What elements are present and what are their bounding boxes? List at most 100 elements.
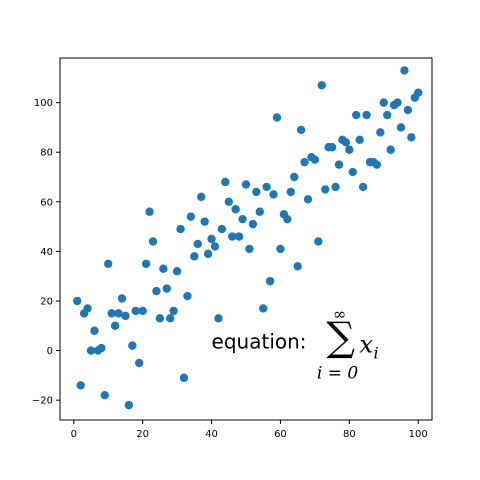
plot-frame <box>59 57 433 421</box>
data-point <box>272 113 282 122</box>
annotation-label: equation: <box>212 330 307 354</box>
y-tick-label: 100 <box>34 98 53 109</box>
data-point <box>131 306 140 316</box>
data-point <box>252 187 261 197</box>
data-point <box>210 242 220 251</box>
x-tick-label: 0 <box>71 429 77 440</box>
data-point <box>217 224 227 234</box>
sum-term-subscript: i <box>374 344 379 363</box>
data-point <box>362 110 371 120</box>
data-point <box>269 190 278 199</box>
data-point <box>141 259 151 268</box>
data-point <box>383 110 392 120</box>
data-point <box>193 239 202 249</box>
data-point <box>107 309 116 318</box>
x-tick-label: 60 <box>274 429 287 440</box>
data-point <box>221 177 230 187</box>
data-point <box>124 400 134 410</box>
data-point <box>166 314 175 323</box>
data-point <box>262 182 271 192</box>
data-point <box>414 88 423 97</box>
data-point <box>138 306 147 316</box>
data-point <box>290 172 299 182</box>
sum-lower-limit: i = 0 <box>317 364 358 384</box>
y-tick-label: 40 <box>40 247 53 258</box>
data-point <box>321 185 330 194</box>
data-point <box>341 138 351 147</box>
data-point <box>186 212 196 221</box>
data-point <box>327 143 337 152</box>
data-point <box>76 381 85 390</box>
x-tick-label: 20 <box>136 429 149 440</box>
data-point <box>190 252 199 261</box>
data-point <box>179 373 189 383</box>
data-point <box>200 217 209 226</box>
data-point <box>100 391 109 400</box>
data-point <box>86 346 96 355</box>
x-tick-label: 40 <box>205 429 218 440</box>
data-point <box>159 264 168 273</box>
data-point <box>73 296 82 306</box>
data-point <box>345 145 354 154</box>
data-point <box>334 160 344 169</box>
y-tick-label: −20 <box>32 396 53 407</box>
data-point <box>128 341 137 350</box>
data-point <box>355 135 364 145</box>
data-point <box>90 326 99 335</box>
data-point <box>97 343 106 353</box>
data-point <box>176 224 185 234</box>
data-point <box>379 98 388 107</box>
data-point <box>303 195 313 204</box>
data-point <box>83 304 92 313</box>
data-point <box>172 267 182 276</box>
x-tick-label: 100 <box>409 429 428 440</box>
data-point <box>376 128 385 137</box>
data-point <box>145 207 154 216</box>
data-point <box>403 105 413 115</box>
data-point <box>296 125 306 135</box>
data-point <box>407 133 416 142</box>
data-point <box>148 237 158 246</box>
data-point <box>245 244 254 254</box>
data-point <box>203 249 213 259</box>
data-point <box>393 98 402 107</box>
data-point <box>121 311 130 321</box>
data-point <box>152 286 161 296</box>
data-point <box>314 237 323 246</box>
data-point <box>265 276 275 286</box>
data-point <box>155 314 165 323</box>
sum-symbol: ∑ <box>327 315 356 361</box>
data-point <box>372 160 382 169</box>
data-point <box>317 81 326 90</box>
data-point <box>228 232 237 241</box>
data-point <box>293 262 302 271</box>
sum-upper-limit: ∞ <box>333 305 346 324</box>
data-point <box>231 205 240 214</box>
data-point <box>114 309 123 318</box>
sum-term: x <box>360 331 374 359</box>
data-point <box>241 180 251 189</box>
data-point <box>276 244 285 254</box>
y-tick-label: 0 <box>47 346 53 357</box>
x-tick-label: 80 <box>343 429 356 440</box>
y-tick-label: 60 <box>40 197 53 208</box>
data-point <box>104 259 113 268</box>
data-point <box>110 321 120 330</box>
data-point <box>386 145 395 154</box>
data-point <box>162 284 171 293</box>
y-tick-label: 80 <box>40 148 53 159</box>
x-axis: 0 20 40 60 80 100 <box>71 420 428 440</box>
data-point <box>310 155 320 164</box>
y-tick-label: 20 <box>40 296 53 307</box>
data-point <box>283 214 292 224</box>
data-point <box>197 192 206 202</box>
data-point <box>238 214 247 224</box>
data-point <box>255 207 264 216</box>
data-point <box>207 234 216 244</box>
data-point <box>259 304 268 313</box>
data-point <box>135 358 144 368</box>
data-point <box>214 314 223 323</box>
data-point <box>183 291 192 301</box>
data-point <box>234 232 244 241</box>
